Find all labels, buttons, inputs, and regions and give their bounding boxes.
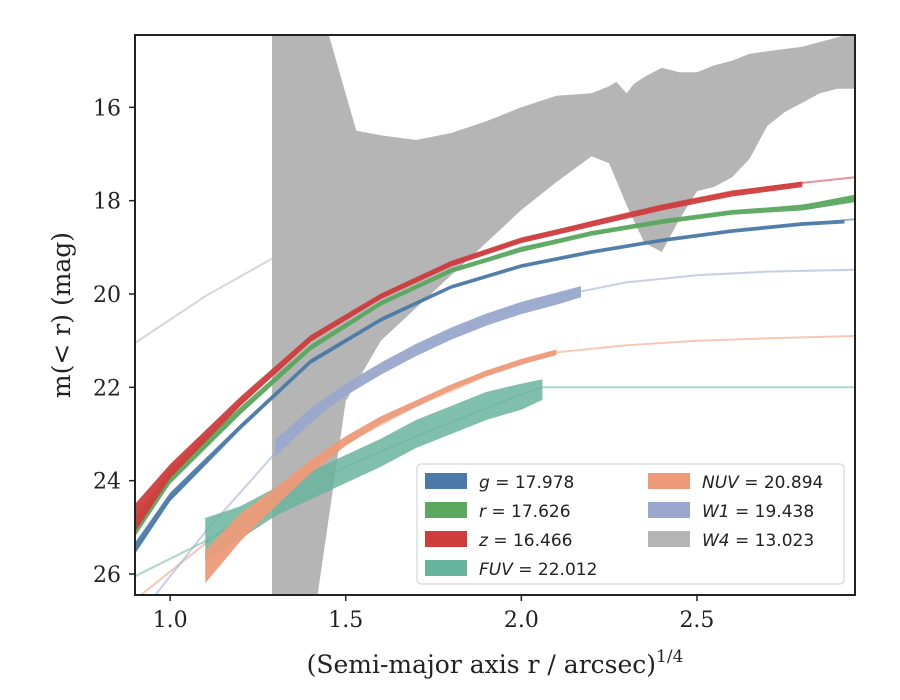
w4-band <box>272 35 855 595</box>
legend-label-r: r = 17.626 <box>479 502 571 522</box>
y-tick-label: 24 <box>93 470 121 495</box>
legend-label-w1: W1 = 19.438 <box>702 502 814 522</box>
x-axis-label: (Semi-major axis r / arcsec)1/4 <box>307 647 684 679</box>
x-tick-label: 2.5 <box>679 608 714 633</box>
x-tick-label: 1.5 <box>328 608 363 633</box>
x-tick-label: 1.0 <box>153 608 188 633</box>
legend-label-g: g = 17.978 <box>479 473 574 493</box>
y-tick-label: 18 <box>93 190 121 215</box>
x-tick-label: 2.0 <box>504 608 539 633</box>
fuv-band <box>205 379 543 560</box>
w1-band <box>275 286 581 457</box>
legend-swatch-r <box>425 502 467 518</box>
legend-label-nuv: NUV = 20.894 <box>702 473 823 493</box>
legend-swatch-w1 <box>648 502 690 518</box>
y-tick-label: 26 <box>93 563 121 588</box>
x-axis-label-exponent: 1/4 <box>656 647 683 667</box>
y-tick-label: 20 <box>93 283 121 308</box>
legend-label-fuv: FUV = 22.012 <box>479 560 597 580</box>
w4-model-line <box>135 55 855 344</box>
plot-frame <box>134 34 856 596</box>
axes: 1.0 1.5 2.0 2.5 16 18 20 22 24 26 (Semi-major axis… <box>47 34 856 679</box>
legend-swatch-z <box>425 531 467 547</box>
legend-swatch-g <box>425 473 467 489</box>
legend-label-z: z = 16.466 <box>478 531 572 551</box>
y-tick-label: 16 <box>93 96 121 121</box>
legend-swatch-nuv <box>648 473 690 489</box>
legend-swatch-fuv <box>425 560 467 576</box>
y-axis-label: m(< r) (mag) <box>47 232 76 398</box>
legend: g = 17.978 r = 17.626 z = 16.466 FUV = 22.0… <box>416 463 845 585</box>
legend-swatch-w4 <box>648 531 690 547</box>
legend-box <box>416 463 845 585</box>
y-tick-label: 22 <box>93 376 121 401</box>
plot-content <box>135 35 855 595</box>
legend-label-w4: W4 = 13.023 <box>702 531 814 551</box>
